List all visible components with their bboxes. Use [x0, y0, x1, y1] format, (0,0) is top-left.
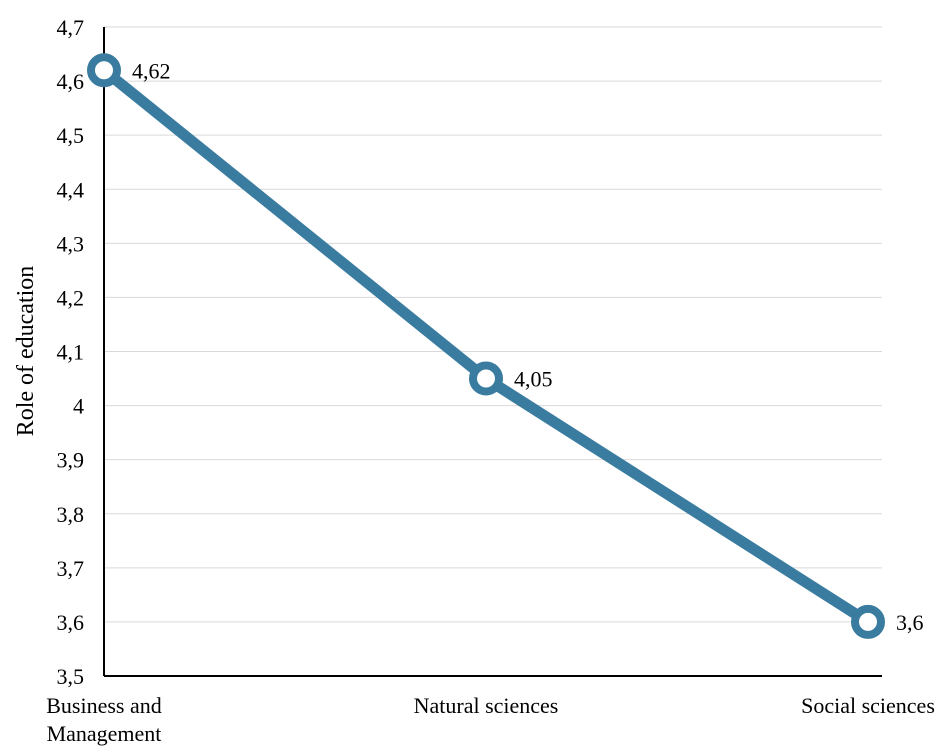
y-tick-label: 3,6 [57, 610, 85, 635]
y-tick-label: 4,2 [57, 285, 85, 310]
data-label: 4,05 [514, 367, 553, 392]
data-label: 4,62 [132, 58, 171, 83]
y-axis-title: Role of education [13, 266, 39, 437]
x-axis-category-labels: Business and Management Natural sciences So… [46, 693, 935, 746]
data-points [87, 53, 885, 639]
x-tick-label: Social sciences [801, 693, 935, 718]
y-tick-label: 3,9 [57, 448, 85, 473]
y-axis-tick-labels: 3,5 3,6 3,7 3,8 3,9 4 4,1 4,2 4,3 4,4 4,5 4,6 4,7 [57, 15, 85, 689]
y-tick-label: 4,4 [57, 177, 85, 202]
data-label: 3,6 [896, 610, 924, 635]
y-tick-label: 4,3 [57, 231, 85, 256]
y-tick-label: 4,1 [57, 340, 85, 365]
y-tick-label: 4 [73, 394, 84, 419]
data-labels: 4,62 4,05 3,6 [132, 58, 924, 635]
y-tick-label: 3,7 [57, 556, 85, 581]
data-point-marker [851, 604, 885, 639]
series-line-path [98, 64, 874, 628]
gridlines [104, 26, 882, 623]
y-tick-label: 4,6 [57, 69, 85, 94]
axes [103, 27, 882, 677]
y-tick-label: 3,8 [57, 502, 85, 527]
x-tick-label: Business and Management [46, 693, 162, 746]
data-point-marker [87, 53, 121, 88]
x-tick-label: Natural sciences [414, 693, 559, 718]
series-line [98, 64, 874, 628]
y-tick-label: 3,5 [57, 664, 85, 689]
data-point-marker [469, 361, 503, 396]
y-tick-label: 4,7 [57, 15, 85, 40]
y-tick-label: 4,5 [57, 123, 85, 148]
